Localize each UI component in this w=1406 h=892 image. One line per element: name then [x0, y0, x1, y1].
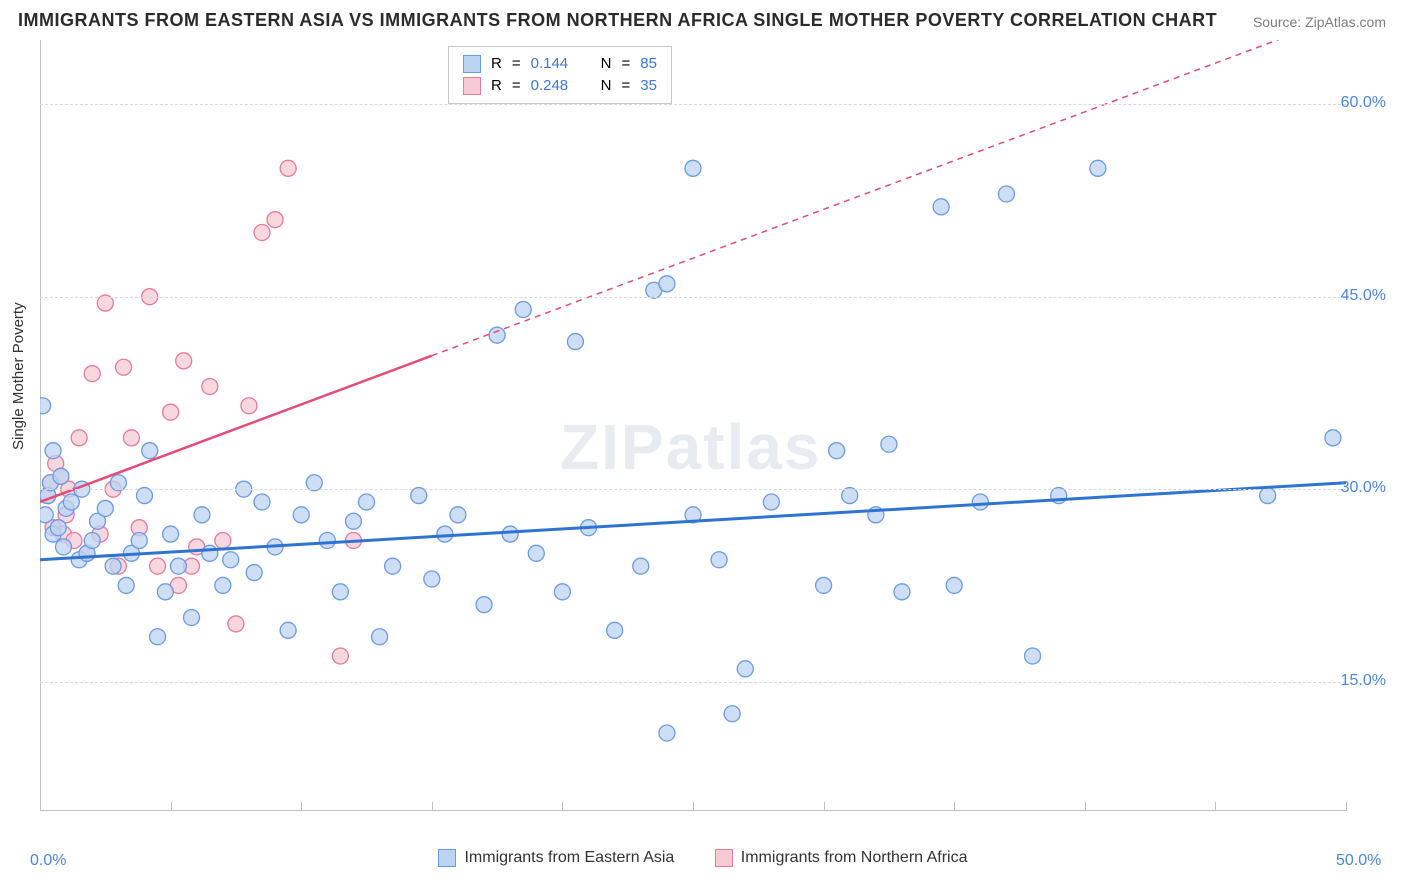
y-tick-label: 45.0%: [1341, 287, 1386, 305]
r-label: R: [491, 53, 502, 75]
x-tick: [824, 802, 825, 810]
x-tick: [301, 802, 302, 810]
legend-item-a: Immigrants from Eastern Asia: [438, 849, 674, 867]
n-label: N: [601, 53, 612, 75]
x-tick-label: 0.0%: [30, 852, 66, 870]
x-tick: [1085, 802, 1086, 810]
r-value-a: 0.144: [531, 53, 569, 75]
correlation-legend: R = 0.144 N = 85 R = 0.248 N = 35: [448, 46, 672, 104]
series-b-label: Immigrants from Northern Africa: [741, 849, 968, 867]
legend-item-b: Immigrants from Northern Africa: [715, 849, 968, 867]
legend-row-series-b: R = 0.248 N = 35: [463, 75, 657, 97]
source-site: ZipAtlas.com: [1305, 14, 1386, 30]
x-tick: [40, 802, 41, 810]
r-label: R: [491, 75, 502, 97]
x-tick: [171, 802, 172, 810]
n-value-a: 85: [640, 53, 657, 75]
equals: =: [512, 75, 521, 97]
y-tick-label: 15.0%: [1341, 672, 1386, 690]
x-tick: [954, 802, 955, 810]
y-tick-label: 30.0%: [1341, 479, 1386, 497]
swatch-series-a: [463, 55, 481, 73]
gridline: [40, 104, 1346, 105]
equals: =: [512, 53, 521, 75]
source-attribution: Source: ZipAtlas.com: [1253, 14, 1386, 30]
y-axis-label: Single Mother Poverty: [10, 302, 27, 450]
swatch-series-b: [463, 77, 481, 95]
x-tick: [1346, 802, 1347, 810]
scatter-chart: [40, 40, 1346, 810]
legend-row-series-a: R = 0.144 N = 85: [463, 53, 657, 75]
x-tick: [562, 802, 563, 810]
r-value-b: 0.248: [531, 75, 569, 97]
x-tick-label: 50.0%: [1336, 852, 1381, 870]
n-value-b: 35: [640, 75, 657, 97]
swatch-series-a: [438, 849, 456, 867]
gridline: [40, 489, 1346, 490]
series-legend: Immigrants from Eastern Asia Immigrants …: [0, 849, 1406, 872]
gridline: [40, 297, 1346, 298]
x-tick: [432, 802, 433, 810]
x-tick: [693, 802, 694, 810]
swatch-series-b: [715, 849, 733, 867]
series-a-label: Immigrants from Eastern Asia: [464, 849, 674, 867]
gridline: [40, 682, 1346, 683]
equals: =: [622, 53, 631, 75]
source-label: Source:: [1253, 14, 1301, 30]
y-tick-label: 60.0%: [1341, 94, 1386, 112]
chart-title: IMMIGRANTS FROM EASTERN ASIA VS IMMIGRAN…: [18, 10, 1217, 31]
n-label: N: [601, 75, 612, 97]
equals: =: [622, 75, 631, 97]
x-tick: [1215, 802, 1216, 810]
